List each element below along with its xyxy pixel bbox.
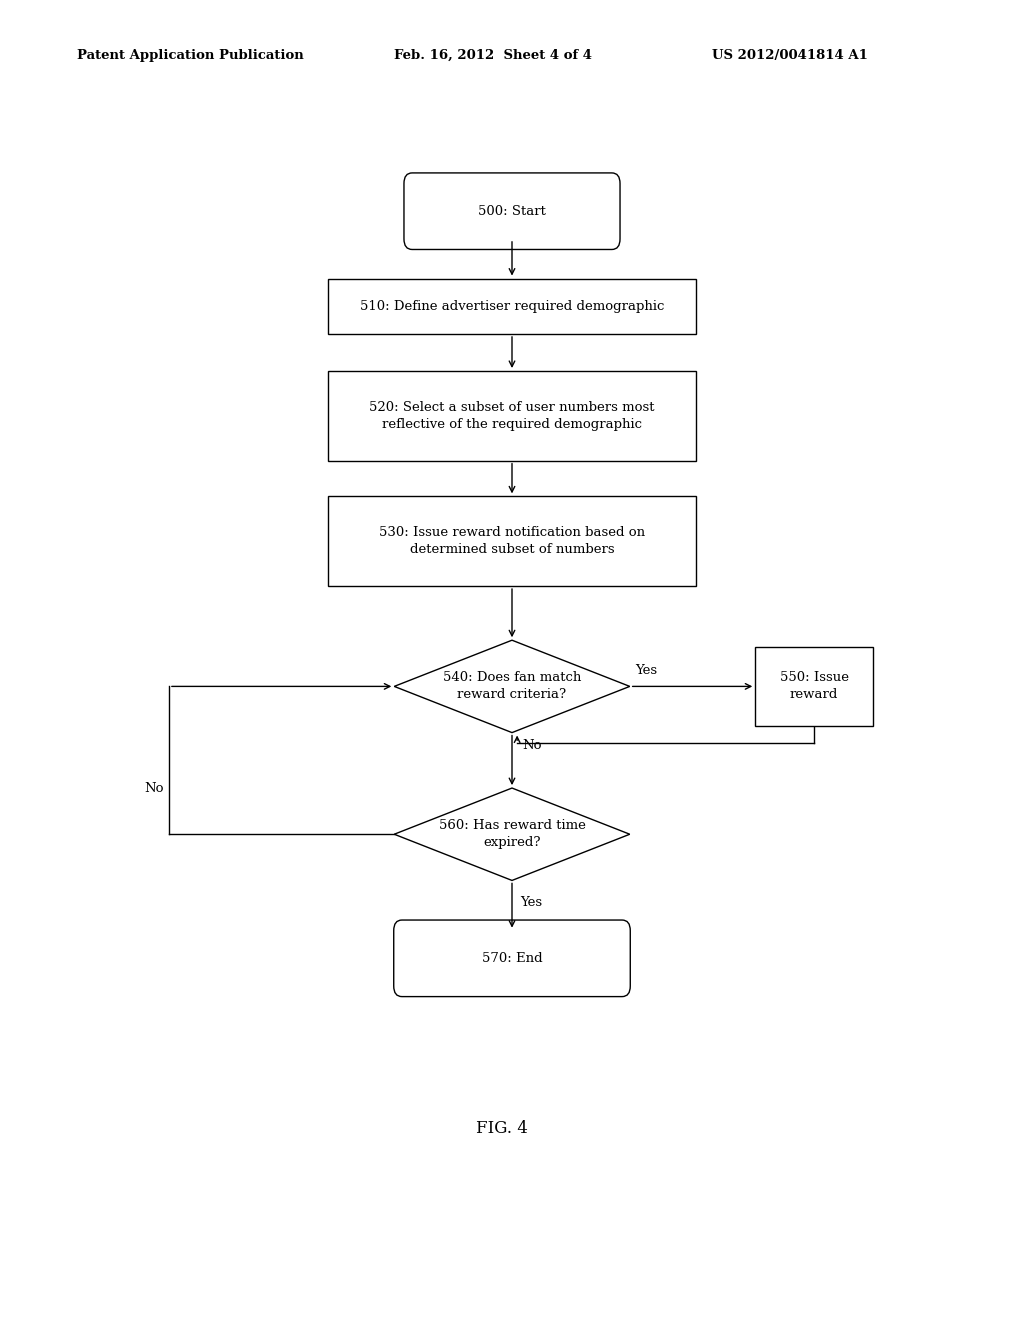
Text: 560: Has reward time
expired?: 560: Has reward time expired? (438, 820, 586, 849)
Bar (328, 496, 696, 586)
Bar (328, 279, 696, 334)
Text: 570: End: 570: End (481, 952, 543, 965)
Polygon shape (394, 640, 630, 733)
Text: 550: Issue
reward: 550: Issue reward (779, 672, 849, 701)
Text: US 2012/0041814 A1: US 2012/0041814 A1 (712, 49, 867, 62)
FancyBboxPatch shape (403, 173, 620, 249)
Text: FIG. 4: FIG. 4 (476, 1121, 527, 1137)
Text: No: No (522, 739, 542, 752)
Polygon shape (394, 788, 630, 880)
Text: 500: Start: 500: Start (478, 205, 546, 218)
Text: No: No (144, 781, 164, 795)
Bar (328, 371, 696, 461)
Text: 510: Define advertiser required demographic: 510: Define advertiser required demograp… (359, 300, 665, 313)
Text: Yes: Yes (520, 896, 543, 909)
Text: Yes: Yes (635, 664, 657, 677)
Text: 520: Select a subset of user numbers most
reflective of the required demographic: 520: Select a subset of user numbers mos… (370, 401, 654, 430)
FancyBboxPatch shape (393, 920, 630, 997)
Bar (756, 647, 872, 726)
Text: 530: Issue reward notification based on
determined subset of numbers: 530: Issue reward notification based on … (379, 527, 645, 556)
Text: Feb. 16, 2012  Sheet 4 of 4: Feb. 16, 2012 Sheet 4 of 4 (394, 49, 592, 62)
Text: Patent Application Publication: Patent Application Publication (77, 49, 303, 62)
Text: 540: Does fan match
reward criteria?: 540: Does fan match reward criteria? (442, 672, 582, 701)
